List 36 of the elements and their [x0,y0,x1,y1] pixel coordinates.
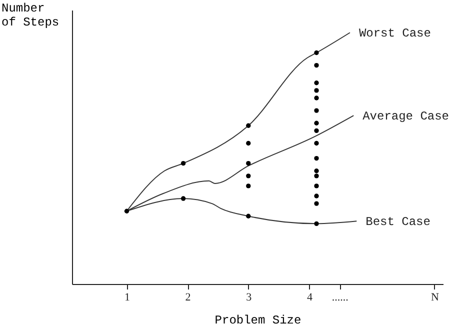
x-tick-label: 2 [185,292,191,304]
series-label: Best Case [366,215,430,230]
point [314,140,319,146]
point [314,194,319,198]
point [314,80,319,86]
point [180,161,186,166]
x-axis-title: Problem Size [214,314,302,328]
point [246,174,251,178]
point [314,88,319,93]
x-tick-label: N [431,292,440,304]
x-tick-label: ...... [332,292,349,304]
point [246,140,251,146]
point [314,201,319,206]
x-tick-label: 4 [306,292,313,304]
point [314,108,319,113]
point [314,174,319,178]
point [314,221,319,226]
point [314,128,319,133]
point [314,184,319,188]
point [314,62,319,68]
series-label: Average Case [362,110,450,124]
x-tick-label: 1 [124,292,130,304]
point [314,50,319,56]
series-label: Worst Case [358,26,431,41]
point [314,168,319,174]
point [246,161,251,166]
point [314,156,319,161]
point [246,184,251,188]
point [124,208,130,214]
y-axis-title: Number of Steps [2,2,60,30]
x-tick-label: 3 [246,292,252,304]
point [314,96,319,100]
point [180,196,186,201]
point [314,120,319,126]
point [246,214,251,218]
point [246,123,251,128]
